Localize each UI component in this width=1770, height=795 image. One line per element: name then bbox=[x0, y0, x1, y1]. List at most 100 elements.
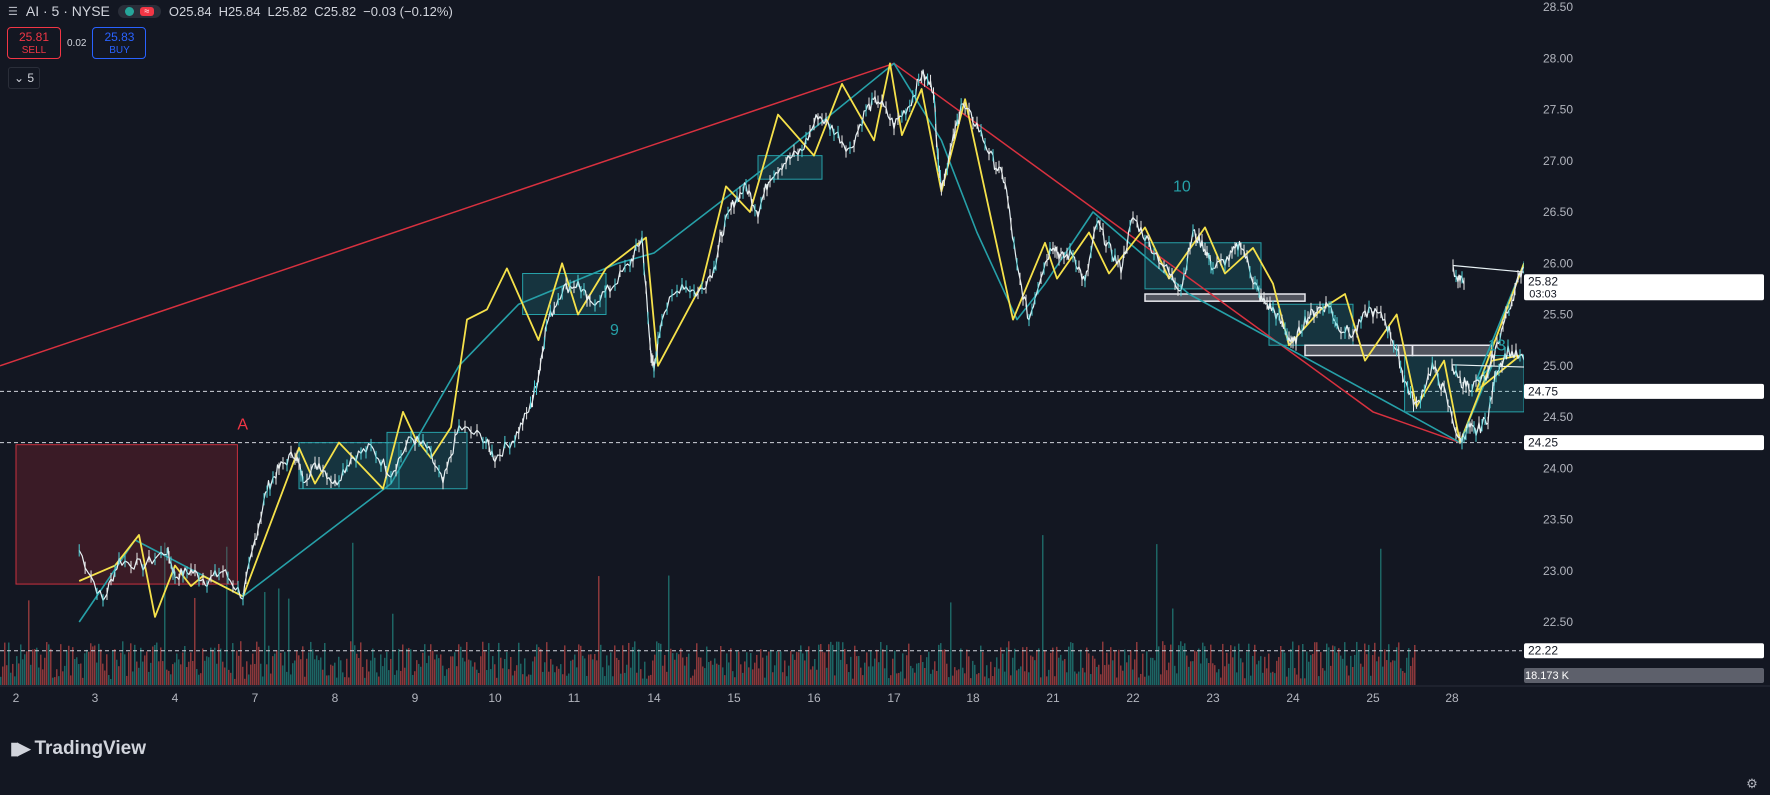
volume-bar bbox=[398, 648, 400, 685]
volume-bar bbox=[668, 575, 670, 685]
volume-bar bbox=[244, 678, 246, 685]
volume-bar bbox=[86, 649, 88, 685]
volume-bar bbox=[270, 673, 272, 685]
volume-bar bbox=[1198, 648, 1200, 685]
volume-bar bbox=[80, 663, 82, 685]
volume-bar bbox=[156, 642, 158, 685]
volume-bar bbox=[934, 661, 936, 685]
volume-bar bbox=[480, 656, 482, 685]
volume-bar bbox=[74, 658, 76, 685]
volume-bar bbox=[880, 641, 882, 685]
market-open-icon bbox=[124, 6, 134, 16]
volume-bar bbox=[900, 671, 902, 685]
settings-gear-icon[interactable]: ⚙ bbox=[1746, 776, 1758, 791]
chart-header: ☰ AI · 5 · NYSE ≈ O25.84 H25.84 L25.82 C… bbox=[8, 3, 453, 19]
volume-bar bbox=[904, 678, 906, 685]
volume-bar bbox=[606, 655, 608, 685]
volume-bar bbox=[732, 671, 734, 685]
volume-bar bbox=[724, 675, 726, 685]
volume-bar bbox=[190, 652, 192, 685]
volume-bar bbox=[36, 647, 38, 685]
volume-bar bbox=[852, 678, 854, 685]
volume-bar bbox=[1378, 656, 1380, 685]
volume-bar bbox=[82, 677, 84, 685]
volume-bar bbox=[690, 677, 692, 685]
volume-bar bbox=[1018, 668, 1020, 685]
volume-bar bbox=[614, 645, 616, 685]
volume-bar bbox=[976, 674, 978, 685]
volume-bar bbox=[372, 648, 374, 685]
volume-bar bbox=[1304, 678, 1306, 685]
volume-bar bbox=[212, 649, 214, 685]
volume-bar bbox=[426, 663, 428, 685]
volume-bar bbox=[1120, 665, 1122, 685]
volume-bar bbox=[142, 661, 144, 685]
volume-bar bbox=[706, 646, 708, 685]
symbol-menu-icon[interactable]: ☰ bbox=[8, 5, 18, 18]
market-status[interactable]: ≈ bbox=[117, 4, 161, 18]
volume-bar bbox=[1210, 644, 1212, 685]
x-tick-label: 24 bbox=[1286, 691, 1300, 705]
volume-bar bbox=[1130, 650, 1132, 685]
volume-bar bbox=[1214, 665, 1216, 685]
volume-bar bbox=[882, 649, 884, 685]
volume-bar bbox=[1340, 655, 1342, 685]
volume-bar bbox=[520, 663, 522, 685]
volume-bar bbox=[1398, 642, 1400, 685]
volume-bar bbox=[60, 644, 62, 685]
volume-bar bbox=[1042, 535, 1044, 685]
volume-bar bbox=[154, 645, 156, 685]
volume-bar bbox=[638, 649, 640, 685]
tradingview-logo[interactable]: ▮▶ TradingView bbox=[10, 738, 146, 760]
volume-bar bbox=[350, 641, 352, 685]
volume-bar bbox=[540, 648, 542, 685]
volume-bar bbox=[300, 659, 302, 685]
volume-bar bbox=[322, 669, 324, 685]
buy-button[interactable]: 25.83 BUY bbox=[92, 27, 147, 59]
volume-bar bbox=[1306, 651, 1308, 685]
volume-bar bbox=[308, 652, 310, 685]
volume-bar bbox=[1034, 660, 1036, 685]
volume-bar bbox=[1394, 660, 1396, 685]
volume-bar bbox=[286, 671, 288, 685]
volume-bar bbox=[1336, 652, 1338, 685]
volume-bar bbox=[752, 669, 754, 685]
volume-bar bbox=[1050, 652, 1052, 685]
volume-bar bbox=[714, 658, 716, 685]
volume-bar bbox=[892, 658, 894, 685]
ohlc-close: C25.82 bbox=[314, 3, 357, 19]
volume-bar bbox=[566, 675, 568, 685]
price-label-box bbox=[1524, 274, 1764, 301]
volume-bar bbox=[1352, 666, 1354, 685]
volume-bar bbox=[210, 647, 212, 685]
buy-label: BUY bbox=[109, 45, 130, 56]
sell-button[interactable]: 25.81 SELL bbox=[7, 27, 61, 59]
volume-bar bbox=[182, 652, 184, 685]
x-tick-label: 21 bbox=[1046, 691, 1060, 705]
volume-bar bbox=[750, 653, 752, 685]
volume-bar bbox=[1040, 677, 1042, 685]
y-tick-label: 26.00 bbox=[1543, 256, 1573, 270]
volume-bar bbox=[1016, 670, 1018, 685]
white-zone-box bbox=[1144, 293, 1306, 302]
volume-bar bbox=[572, 659, 574, 685]
volume-bar bbox=[358, 658, 360, 685]
volume-bar bbox=[684, 665, 686, 685]
volume-bar bbox=[362, 666, 364, 685]
interval-toggle[interactable]: ⌄ 5 bbox=[8, 67, 40, 89]
volume-bar bbox=[200, 673, 202, 685]
volume-bar bbox=[194, 597, 196, 685]
volume-bar bbox=[54, 677, 56, 685]
volume-bar bbox=[440, 654, 442, 685]
price-label-text: 24.75 bbox=[1528, 384, 1558, 398]
volume-bar bbox=[538, 647, 540, 685]
volume-bar bbox=[782, 672, 784, 685]
y-tick-label: 23.00 bbox=[1543, 564, 1573, 578]
volume-bar bbox=[206, 656, 208, 685]
volume-bar bbox=[1326, 643, 1328, 685]
chart-annotation: 10 bbox=[1173, 179, 1191, 196]
symbol-title[interactable]: AI · 5 · NYSE bbox=[25, 3, 110, 19]
volume-bar bbox=[58, 676, 60, 685]
volume-bar bbox=[134, 644, 136, 685]
